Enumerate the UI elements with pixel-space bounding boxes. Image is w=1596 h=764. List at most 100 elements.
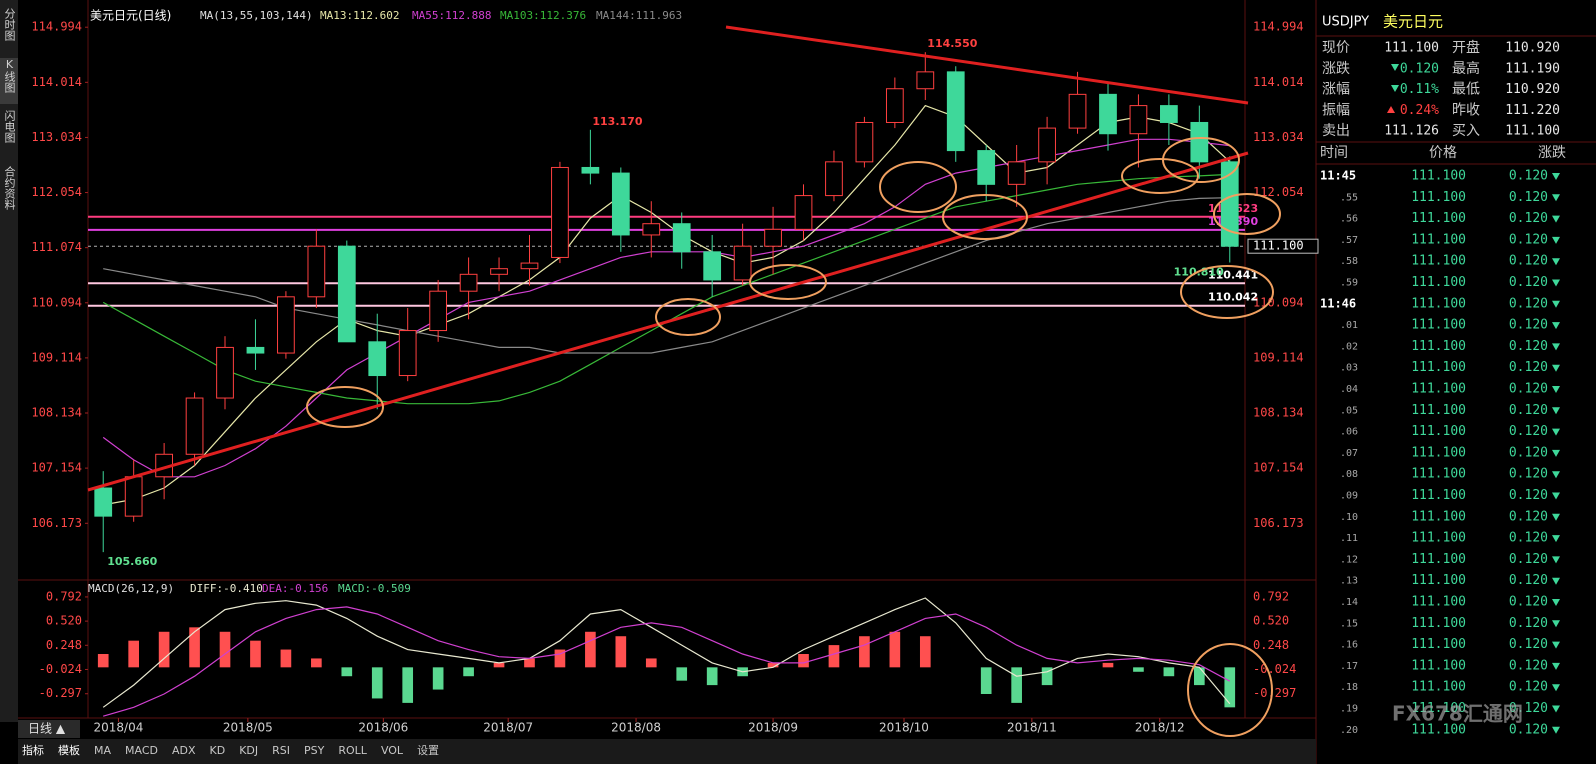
tick-time: .16 [1340,640,1358,651]
tick-change: 0.120 [1509,552,1548,567]
tick-time: 11:45 [1320,169,1356,183]
legend-item: DIFF:-0.410 [190,582,263,595]
tick-price: 111.100 [1411,701,1466,716]
tick-change: 0.120 [1509,382,1548,397]
field-label: 卖出 [1322,123,1350,139]
candle-body [825,161,843,197]
candle-body [946,71,965,152]
tick-time: .11 [1340,533,1358,544]
down-arrow-icon [1552,620,1560,628]
y-tick-label: 0.520 [46,614,82,628]
tick-price: 111.100 [1411,382,1466,397]
trendline [725,25,1249,105]
field-value: 0.24% [1400,103,1439,118]
tick-time: .17 [1340,661,1358,672]
tick-change: 0.120 [1509,445,1548,460]
candle-body [581,166,600,174]
circle [749,264,827,300]
macd-bar [1224,667,1236,708]
candle-body [490,268,508,275]
tick-price: 111.100 [1411,360,1466,375]
tick-change: 0.120 [1509,275,1548,290]
tick-time: .05 [1340,405,1358,416]
sidebar-tab[interactable]: 闪电图 [3,109,16,144]
indicator-tab[interactable]: MA [94,744,111,757]
indicator-tab[interactable]: VOL [381,744,404,757]
y-tick-label: 106.173 [31,516,82,530]
macd-bar [615,636,627,668]
tick-change: 0.120 [1509,722,1548,737]
x-tick-label: 2018/08 [611,721,661,735]
sidebar-tab[interactable]: K线图 [3,58,16,94]
sidebar-tab[interactable]: 分时图 [3,8,16,42]
macd-bar [219,631,231,668]
tick-change: 0.120 [1509,616,1548,631]
candle-body [1129,105,1148,135]
macd-bar [1102,662,1114,668]
indicator-tab[interactable]: MACD [125,744,158,757]
y-tick-label: 111.074 [31,240,82,254]
tick-price: 111.100 [1411,445,1466,460]
macd-bar [585,631,596,668]
period-label[interactable]: 日线 ▲ [28,722,66,736]
macd-bar [371,667,383,699]
down-arrow-icon [1552,215,1560,223]
tick-change: 0.120 [1509,467,1548,482]
macd-bar [828,645,840,668]
tick-price: 111.100 [1411,488,1466,503]
indicator-tab[interactable]: PSY [304,744,325,757]
y-tick-label: 0.792 [1253,589,1289,603]
candle-body [307,245,326,298]
down-arrow-icon [1552,641,1560,649]
candle-body [764,228,782,247]
field-label: 振幅 [1322,102,1350,118]
macd-bar [158,631,170,668]
circle [1162,137,1240,183]
indicator-tab[interactable]: KDJ [239,744,258,757]
price-annotation: 114.550 [927,37,977,50]
tick-price: 111.100 [1411,318,1466,333]
macd-bar [1194,667,1205,686]
candle-body [916,71,935,90]
candle-body [124,476,143,517]
tick-time: .18 [1340,682,1358,693]
macd-bar [706,667,718,686]
price-chart: 114.994 114.994 114.014 114.014 113.034 113.0… [31,9,1319,735]
y-tick-label: 110.094 [31,295,82,309]
indicator-tab[interactable]: 模板 [58,743,80,757]
tick-time: .02 [1340,341,1358,352]
chart-title: 美元日元(日线) [90,9,171,23]
x-tick-label: 2018/06 [358,721,408,735]
indicator-tab[interactable]: 设置 [417,744,439,757]
down-arrow-icon [1552,726,1560,734]
tick-change: 0.120 [1509,339,1548,354]
indicator-tab[interactable]: 指标 [22,743,44,757]
tick-change: 0.120 [1509,658,1548,673]
indicator-tab[interactable]: RSI [272,744,290,757]
tick-change: 0.120 [1509,680,1548,695]
tick-time: .55 [1340,192,1358,203]
tick-price: 111.100 [1411,403,1466,418]
tick-change: 0.120 [1509,318,1548,333]
indicator-tab[interactable]: ROLL [338,744,367,757]
x-tick-label: 2018/09 [748,721,798,735]
circle [655,298,721,336]
level-label: 110.441 [1208,268,1258,281]
sidebar-tab[interactable]: 合约资料 [3,165,16,211]
tick-change: 0.120 [1509,296,1548,311]
circle [1213,193,1281,235]
circle [1121,158,1199,194]
down-arrow-icon [1552,577,1560,585]
candle-body [398,330,417,377]
period-button[interactable] [18,720,80,738]
indicator-tab[interactable]: ADX [172,744,196,757]
tick-time: .01 [1340,320,1358,331]
tick-change: 0.120 [1509,190,1548,205]
macd-bar [524,658,535,668]
down-arrow-icon [1552,556,1560,564]
indicator-tab[interactable]: KD [210,744,226,757]
ticks-header: 时间 [1320,145,1348,161]
macd-bar [97,654,109,668]
tick-time: .19 [1340,704,1358,715]
candle-body [551,166,569,258]
